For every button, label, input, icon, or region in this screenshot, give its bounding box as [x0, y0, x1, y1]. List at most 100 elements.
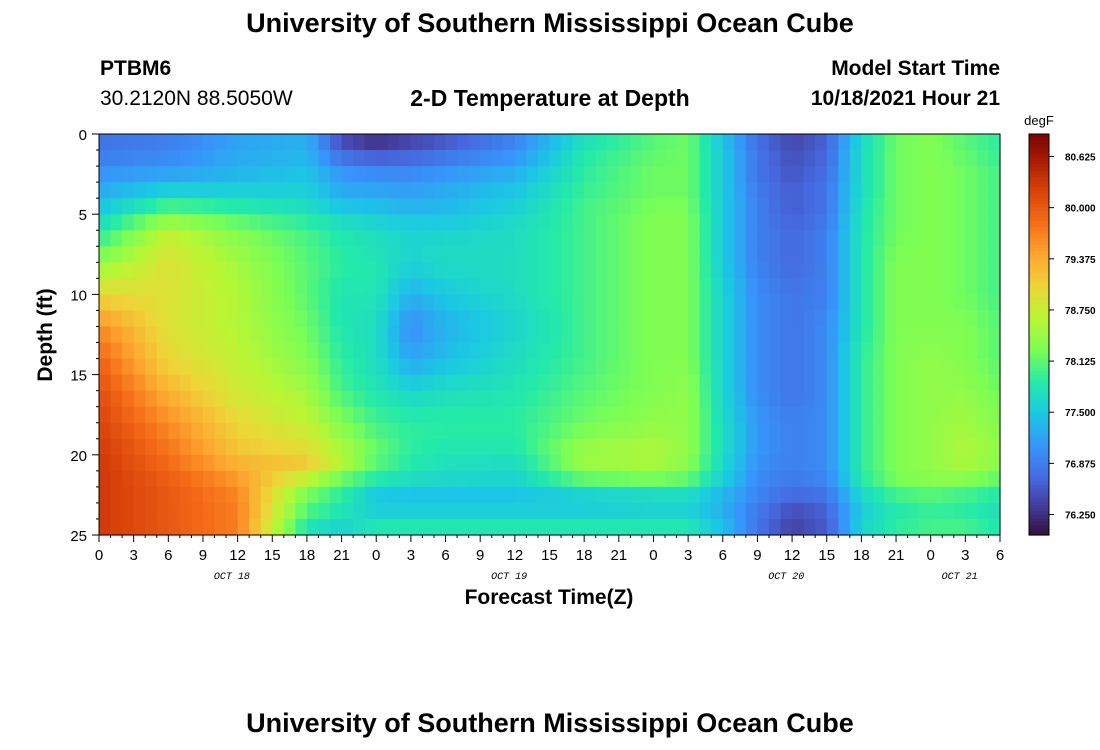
- heatmap-cell: [376, 406, 389, 424]
- heatmap-cell: [826, 230, 839, 247]
- heatmap-cell: [745, 230, 759, 247]
- heatmap-cell: [572, 150, 585, 167]
- heatmap-cell: [353, 262, 366, 279]
- heatmap-cell: [306, 166, 320, 183]
- heatmap-cell: [202, 262, 216, 279]
- heatmap-cell: [780, 166, 793, 183]
- heatmap-cell: [688, 486, 701, 504]
- heatmap-cell: [341, 182, 354, 199]
- heatmap-cell: [226, 406, 239, 424]
- heatmap-cell: [953, 134, 966, 151]
- heatmap-cell: [457, 278, 470, 295]
- heatmap-cell: [202, 230, 216, 247]
- heatmap-cell: [237, 278, 250, 295]
- heatmap-cell: [884, 502, 897, 520]
- heatmap-cell: [249, 486, 262, 504]
- heatmap-cell: [896, 310, 909, 328]
- heatmap-cell: [595, 166, 608, 183]
- heatmap-cell: [503, 198, 516, 215]
- heatmap-cell: [792, 182, 805, 199]
- heatmap-cell: [260, 502, 273, 520]
- heatmap-cell: [861, 358, 874, 376]
- colorbar-segment: [1029, 481, 1049, 486]
- heatmap-cell: [584, 230, 597, 247]
- heatmap-cell: [618, 214, 631, 231]
- heatmap-cell: [526, 294, 539, 312]
- heatmap-cell: [306, 406, 320, 424]
- heatmap-cell: [537, 342, 551, 360]
- colorbar-segment: [1029, 180, 1049, 185]
- heatmap-cell: [734, 438, 747, 456]
- heatmap-cell: [953, 310, 966, 328]
- heatmap-cell: [884, 230, 897, 247]
- heatmap-cell: [179, 374, 193, 392]
- heatmap-cell: [491, 310, 504, 328]
- heatmap-cell: [872, 310, 886, 328]
- heatmap-cell: [826, 486, 839, 504]
- heatmap-cell: [318, 262, 331, 279]
- heatmap-cell: [422, 470, 435, 488]
- heatmap-cell: [295, 150, 308, 167]
- heatmap-cell: [942, 150, 955, 167]
- heatmap-cell: [353, 246, 366, 263]
- heatmap-cell: [792, 342, 805, 360]
- heatmap-cell: [179, 342, 193, 360]
- heatmap-cell: [711, 310, 724, 328]
- heatmap-cell: [353, 182, 366, 199]
- heatmap-cell: [942, 310, 955, 328]
- heatmap-cell: [341, 374, 354, 392]
- heatmap-cell: [768, 150, 782, 167]
- heatmap-cell: [561, 214, 574, 231]
- heatmap-cell: [249, 374, 262, 392]
- heatmap-cell: [676, 182, 689, 199]
- heatmap-cell: [826, 278, 839, 295]
- heatmap-cell: [214, 406, 227, 424]
- heatmap-cell: [953, 150, 966, 167]
- heatmap-cell: [745, 342, 759, 360]
- heatmap-cell: [757, 310, 770, 328]
- heatmap-cell: [768, 518, 782, 536]
- heatmap-cell: [607, 262, 620, 279]
- heatmap-cell: [919, 214, 932, 231]
- heatmap-cell: [237, 326, 250, 344]
- heatmap-cell: [353, 214, 366, 231]
- heatmap-cell: [745, 310, 759, 328]
- heatmap-cell: [249, 422, 262, 440]
- colorbar-segment: [1029, 454, 1049, 459]
- heatmap-cell: [526, 518, 539, 536]
- heatmap-cell: [722, 246, 735, 263]
- colorbar-segment: [1029, 224, 1049, 229]
- heatmap-cell: [526, 438, 539, 456]
- heatmap-cell: [549, 262, 562, 279]
- heatmap-cell: [156, 166, 169, 183]
- colorbar-segment: [1029, 404, 1049, 409]
- heatmap-cell: [953, 374, 966, 392]
- heatmap-cell: [202, 358, 216, 376]
- heatmap-cell: [745, 358, 759, 376]
- heatmap-cell: [457, 150, 470, 167]
- heatmap-cell: [168, 390, 181, 408]
- heatmap-cell: [318, 454, 331, 472]
- heatmap-cell: [272, 486, 285, 504]
- heatmap-cell: [965, 470, 978, 488]
- heatmap-cell: [826, 438, 839, 456]
- heatmap-cell: [595, 470, 608, 488]
- heatmap-cell: [503, 182, 516, 199]
- heatmap-cell: [792, 502, 805, 520]
- heatmap-cell: [422, 422, 435, 440]
- heatmap-cell: [156, 518, 169, 536]
- colorbar-segment: [1029, 277, 1049, 282]
- heatmap-cell: [919, 150, 932, 167]
- heatmap-cell: [526, 134, 539, 151]
- heatmap-cell: [884, 454, 897, 472]
- heatmap-cell: [561, 438, 574, 456]
- colorbar-segment: [1029, 291, 1049, 295]
- heatmap-cell: [872, 246, 886, 263]
- heatmap-cell: [249, 278, 262, 295]
- heatmap-cell: [341, 150, 354, 167]
- heatmap-cell: [364, 246, 377, 263]
- heatmap-cell: [630, 518, 643, 536]
- heatmap-cell: [295, 262, 308, 279]
- heatmap-cell: [803, 438, 816, 456]
- heatmap-cell: [249, 166, 262, 183]
